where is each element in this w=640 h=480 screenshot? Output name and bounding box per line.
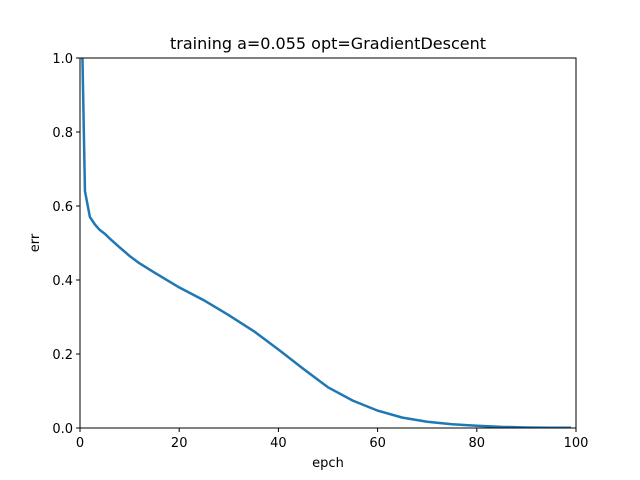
plot-frame: [79, 57, 577, 429]
y-tick-label: 0.0: [52, 422, 73, 437]
y-tick-label: 0.4: [52, 274, 73, 289]
y-tick-label: 0.2: [52, 348, 73, 363]
y-tick-label: 0.8: [52, 126, 73, 141]
x-tick-label: 40: [270, 436, 287, 451]
chart-title: training a=0.055 opt=GradientDescent: [170, 34, 486, 53]
y-axis-label: err: [28, 233, 43, 252]
x-tick-label: 100: [564, 436, 589, 451]
x-tick-label: 0: [76, 436, 84, 451]
y-tick-label: 0.6: [52, 200, 73, 215]
x-tick-label: 80: [469, 436, 486, 451]
x-tick-label: 60: [369, 436, 386, 451]
series-line: [81, 58, 572, 428]
x-axis-label: epch: [312, 456, 344, 471]
x-tick-label: 20: [171, 436, 188, 451]
y-tick-label: 1.0: [52, 52, 73, 67]
